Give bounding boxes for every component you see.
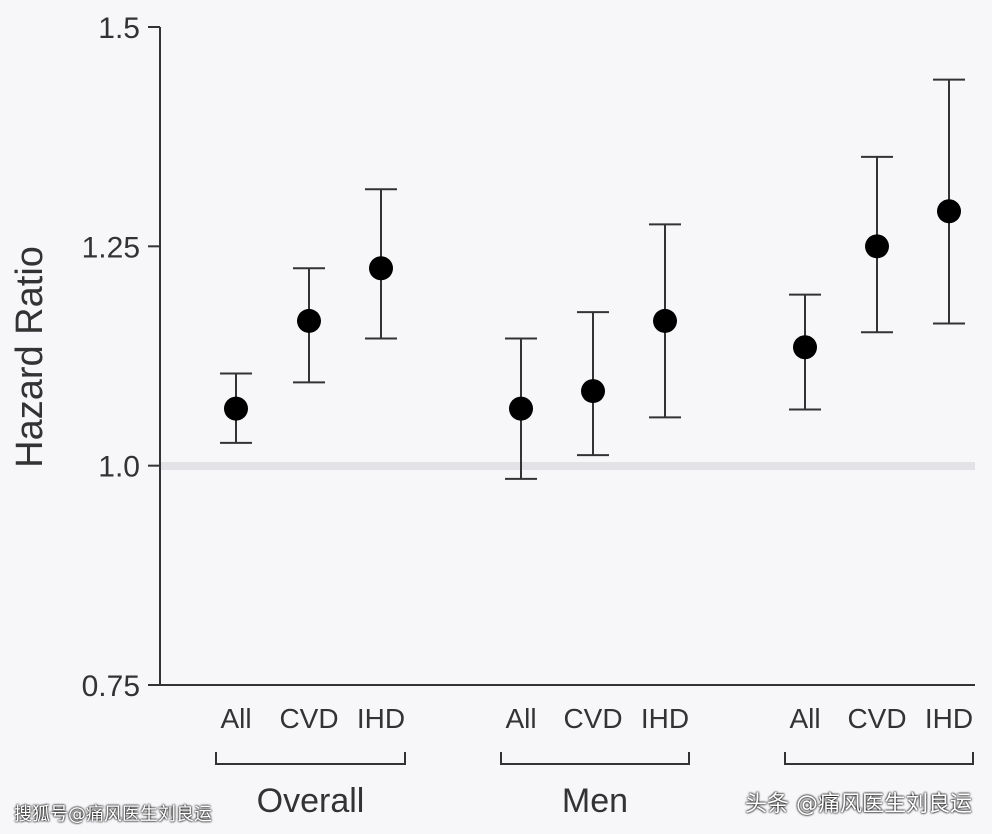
group-bracket bbox=[215, 752, 406, 765]
group-label: Overall bbox=[257, 782, 365, 820]
category-label: CVD bbox=[847, 703, 906, 734]
category-label: All bbox=[505, 703, 536, 734]
hazard-ratio-point bbox=[369, 256, 393, 281]
category-label: CVD bbox=[279, 703, 338, 734]
watermark-right: 头条 @痛风医生刘良运 bbox=[745, 792, 972, 817]
category-label: CVD bbox=[563, 703, 622, 734]
hazard-ratio-point bbox=[581, 379, 605, 404]
group-bracket bbox=[784, 752, 974, 765]
hazard-ratio-point bbox=[793, 335, 817, 360]
hazard-ratio-point bbox=[865, 234, 889, 259]
y-tick-label: 0.75 bbox=[82, 670, 140, 703]
y-axis-title: Hazard Ratio bbox=[9, 246, 51, 468]
category-label: IHD bbox=[925, 703, 973, 734]
category-label: All bbox=[220, 703, 251, 734]
watermark-left: 搜狐号@痛风医生刘良运 bbox=[14, 804, 212, 825]
category-label: All bbox=[789, 703, 820, 734]
hazard-ratio-point bbox=[509, 396, 533, 421]
y-tick-label: 1.25 bbox=[82, 231, 140, 264]
hazard-ratio-point bbox=[653, 308, 677, 333]
hazard-ratio-point bbox=[937, 199, 961, 224]
hazard-ratio-point bbox=[224, 396, 248, 421]
category-label: IHD bbox=[357, 703, 405, 734]
category-label: IHD bbox=[641, 703, 689, 734]
group-bracket bbox=[500, 752, 690, 765]
group-label: Men bbox=[562, 782, 628, 820]
y-tick-label: 1.5 bbox=[98, 12, 140, 45]
y-tick-label: 1.0 bbox=[98, 451, 140, 484]
hazard-ratio-point bbox=[297, 308, 321, 333]
